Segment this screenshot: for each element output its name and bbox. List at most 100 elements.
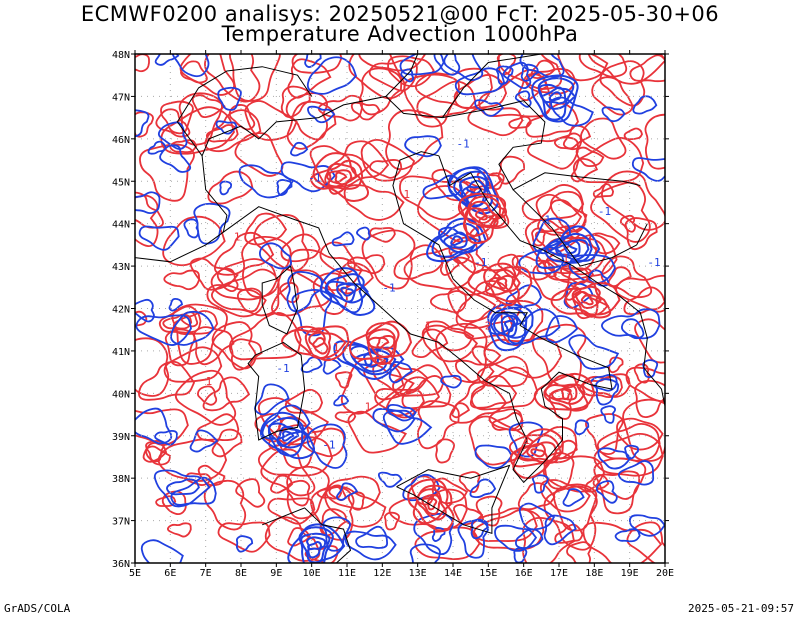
negative-advection-contour xyxy=(153,469,211,508)
positive-advection-contour xyxy=(236,287,262,313)
negative-advection-contour xyxy=(600,405,616,424)
positive-advection-contour xyxy=(228,104,256,131)
positive-advection-core xyxy=(310,159,364,190)
lon-tick-label: 9E xyxy=(270,568,282,579)
positive-advection-contour xyxy=(469,374,518,409)
lon-tick-label: 18E xyxy=(585,568,603,579)
positive-advection-contour xyxy=(633,363,650,384)
coastline xyxy=(441,53,542,118)
positive-advection-contour xyxy=(414,526,481,560)
positive-advection-contour xyxy=(203,479,247,531)
negative-advection-contour xyxy=(588,269,610,287)
positive-advection-contour xyxy=(163,346,223,383)
positive-advection-contour xyxy=(206,284,267,318)
positive-advection-contour xyxy=(527,136,579,170)
positive-advection-contour xyxy=(179,54,236,96)
negative-advection-contour xyxy=(543,514,577,546)
positive-advection-contour xyxy=(280,233,321,263)
positive-advection-contour xyxy=(615,274,665,313)
negative-advection-core xyxy=(438,226,477,254)
contour-label: 1 xyxy=(517,265,524,278)
positive-advection-contour xyxy=(629,54,665,83)
positive-advection-contour xyxy=(286,100,337,150)
negative-advection-contour xyxy=(474,99,505,117)
negative-advection-core xyxy=(324,273,365,314)
positive-advection-contour xyxy=(346,254,386,275)
lat-tick-label: 40N xyxy=(112,389,130,400)
positive-advection-contour xyxy=(393,244,444,280)
contour-label: 1 xyxy=(206,375,213,388)
positive-advection-contour xyxy=(623,127,643,141)
positive-advection-core xyxy=(427,497,438,511)
negative-advection-contour xyxy=(135,407,173,445)
positive-advection-contour xyxy=(360,139,416,182)
negative-advection-contour xyxy=(531,474,549,494)
positive-advection-contour xyxy=(359,67,403,116)
positive-advection-contour xyxy=(487,172,505,191)
negative-advection-core xyxy=(459,175,489,207)
negative-advection-contour xyxy=(286,271,323,313)
coastline xyxy=(512,189,648,267)
contour-label: 2 xyxy=(485,320,492,333)
negative-advection-core xyxy=(431,222,482,258)
positive-advection-contour xyxy=(388,488,468,530)
positive-advection-contour xyxy=(324,485,387,528)
contour-label: -1 xyxy=(457,137,470,150)
positive-advection-contour xyxy=(607,266,632,288)
negative-advection-core xyxy=(276,425,300,447)
coastline xyxy=(176,66,313,157)
negative-advection-contour xyxy=(217,86,242,111)
lon-tick-label: 17E xyxy=(550,568,568,579)
positive-advection-contour xyxy=(204,54,261,103)
contour-label: 1 xyxy=(425,320,432,333)
lat-tick-label: 37N xyxy=(112,517,130,528)
negative-advection-contour xyxy=(259,242,292,270)
positive-advection-contour xyxy=(521,184,585,221)
negative-advection-contour xyxy=(135,298,155,323)
positive-advection-contour xyxy=(160,100,194,135)
positive-advection-contour xyxy=(235,478,266,508)
positive-advection-contour xyxy=(417,400,460,450)
positive-advection-contour xyxy=(454,359,495,384)
contour-label: 2 xyxy=(495,299,502,312)
lat-tick-label: 38N xyxy=(112,474,130,485)
negative-advection-core xyxy=(487,303,534,352)
negative-advection-core xyxy=(504,319,515,333)
positive-advection-contour xyxy=(582,521,663,563)
negative-advection-contour xyxy=(276,179,293,196)
negative-advection-contour xyxy=(431,526,446,542)
contour-label: 1 xyxy=(333,341,340,354)
negative-advection-contour xyxy=(388,361,413,384)
negative-advection-contour xyxy=(518,502,556,531)
negative-advection-contour xyxy=(457,519,489,559)
negative-advection-contour xyxy=(331,231,355,247)
positive-advection-contour xyxy=(387,55,435,88)
positive-advection-contour xyxy=(530,59,556,80)
positive-advection-contour xyxy=(497,253,521,279)
coastline xyxy=(438,155,666,407)
positive-advection-contour xyxy=(434,322,488,383)
positive-advection-contour xyxy=(403,73,460,128)
positive-advection-contour xyxy=(253,214,310,272)
contour-label: 1 xyxy=(404,188,411,201)
positive-advection-contour xyxy=(399,175,477,221)
positive-advection-contour xyxy=(445,256,501,296)
negative-advection-contour xyxy=(336,482,359,501)
positive-advection-contour xyxy=(204,109,262,153)
positive-advection-contour xyxy=(217,521,271,553)
negative-advection-core xyxy=(306,536,327,559)
negative-advection-contour xyxy=(300,356,323,373)
negative-advection-contour xyxy=(356,226,371,241)
negative-advection-contour xyxy=(261,404,311,440)
positive-advection-contour xyxy=(552,483,598,532)
contour-label-layer: -1 1 -1 1 -1 1 2 -1 1 -1 1 -1 1 1 -1 1 2 -1 1 -1 xyxy=(206,137,661,451)
contour-layer xyxy=(135,54,665,563)
contour-label: -1 xyxy=(647,256,660,269)
positive-advection-contour xyxy=(210,258,278,301)
positive-advection-core xyxy=(512,428,564,480)
lon-tick-label: 7E xyxy=(200,568,212,579)
positive-advection-contour xyxy=(287,527,311,547)
positive-advection-contour xyxy=(229,312,302,361)
negative-advection-contour xyxy=(469,478,497,499)
positive-advection-contour xyxy=(575,146,605,168)
